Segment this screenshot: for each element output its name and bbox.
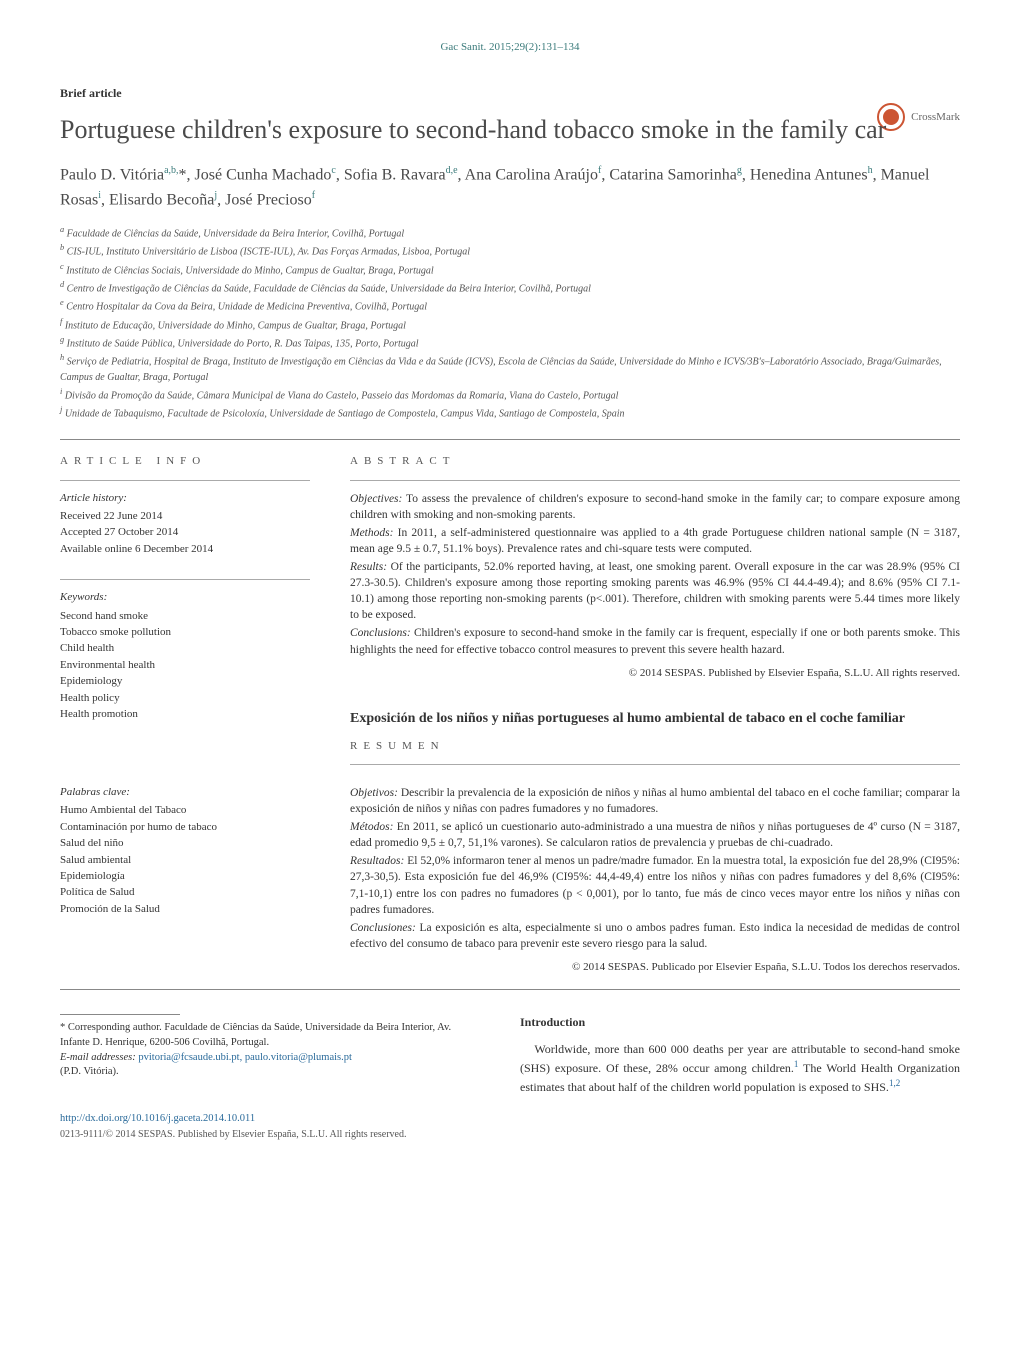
keywords-label: Keywords:	[60, 590, 310, 605]
journal-reference: Gac Sanit. 2015;29(2):131–134	[60, 40, 960, 55]
article-type: Brief article	[60, 85, 960, 102]
keyword-item: Health policy	[60, 691, 310, 706]
email-label: E-mail addresses:	[60, 1052, 136, 1063]
article-title: Portuguese children's exposure to second…	[60, 114, 960, 145]
resumen-part: Métodos: En 2011, se aplicó un cuestiona…	[350, 819, 960, 851]
affiliation-item: b CIS-IUL, Instituto Universitário de Li…	[60, 242, 960, 259]
crossmark-badge[interactable]: CrossMark	[877, 103, 960, 131]
email-owner: (P.D. Vitória).	[60, 1065, 480, 1080]
authors-list: Paulo D. Vitóriaa,b,*, José Cunha Machad…	[60, 163, 960, 212]
divider	[60, 579, 310, 580]
affiliation-item: j Unidade de Tabaquismo, Facultade de Ps…	[60, 404, 960, 421]
abstract-part: Conclusions: Children's exposure to seco…	[350, 625, 960, 657]
abstract-part: Objectives: To assess the prevalence of …	[350, 491, 960, 523]
history-item: Accepted 27 October 2014	[60, 525, 310, 540]
resumen-copyright: © 2014 SESPAS. Publicado por Elsevier Es…	[350, 960, 960, 975]
abstract-copyright: © 2014 SESPAS. Published by Elsevier Esp…	[350, 666, 960, 681]
divider	[350, 764, 960, 765]
abstract-part: Results: Of the participants, 52.0% repo…	[350, 559, 960, 623]
spanish-title: Exposición de los niños y niñas portugue…	[350, 709, 960, 729]
resumen-part: Conclusiones: La exposición es alta, esp…	[350, 920, 960, 952]
affiliations-list: a Faculdade de Ciências da Saúde, Univer…	[60, 224, 960, 421]
palabra-clave-item: Humo Ambiental del Tabaco	[60, 803, 310, 818]
abstract-heading: ABSTRACT	[350, 454, 960, 469]
affiliation-item: h Serviço de Pediatria, Hospital de Brag…	[60, 352, 960, 384]
history-item: Received 22 June 2014	[60, 509, 310, 524]
keyword-item: Tobacco smoke pollution	[60, 625, 310, 640]
resumen-heading: RESUMEN	[350, 739, 960, 754]
divider	[350, 480, 960, 481]
affiliation-item: d Centro de Investigação de Ciências da …	[60, 279, 960, 296]
affiliation-item: f Instituto de Educação, Universidade do…	[60, 316, 960, 333]
keyword-item: Environmental health	[60, 658, 310, 673]
palabra-clave-item: Promoción de la Salud	[60, 902, 310, 917]
divider	[60, 439, 960, 440]
divider	[60, 989, 960, 990]
abstract-body: Objectives: To assess the prevalence of …	[350, 491, 960, 658]
doi-link[interactable]: http://dx.doi.org/10.1016/j.gaceta.2014.…	[60, 1113, 255, 1124]
affiliation-item: i Divisão da Promoção da Saúde, Câmara M…	[60, 386, 960, 403]
corr-author-text: * Corresponding author. Faculdade de Ciê…	[60, 1021, 480, 1050]
keyword-item: Child health	[60, 641, 310, 656]
footnote-divider	[60, 1014, 180, 1015]
history-item: Available online 6 December 2014	[60, 542, 310, 557]
palabra-clave-item: Política de Salud	[60, 885, 310, 900]
author-email-link[interactable]: pvitoria@fcsaude.ubi.pt, paulo.vitoria@p…	[138, 1052, 352, 1063]
palabra-clave-item: Contaminación por humo de tabaco	[60, 820, 310, 835]
resumen-body: Objetivos: Describir la prevalencia de l…	[350, 785, 960, 952]
affiliation-item: c Instituto de Ciências Sociais, Univers…	[60, 261, 960, 278]
keyword-item: Health promotion	[60, 707, 310, 722]
affiliation-item: g Instituto de Saúde Pública, Universida…	[60, 334, 960, 351]
article-history-label: Article history:	[60, 491, 310, 506]
introduction-heading: Introduction	[520, 1014, 960, 1031]
affiliation-item: e Centro Hospitalar da Cova da Beira, Un…	[60, 297, 960, 314]
corresponding-author-footnote: * Corresponding author. Faculdade de Ciê…	[60, 1021, 480, 1080]
palabras-clave-label: Palabras clave:	[60, 785, 310, 800]
palabra-clave-item: Epidemiología	[60, 869, 310, 884]
keyword-item: Epidemiology	[60, 674, 310, 689]
divider	[60, 480, 310, 481]
resumen-part: Objetivos: Describir la prevalencia de l…	[350, 785, 960, 817]
palabra-clave-item: Salud del niño	[60, 836, 310, 851]
resumen-part: Resultados: El 52,0% informaron tener al…	[350, 853, 960, 917]
keyword-item: Second hand smoke	[60, 609, 310, 624]
affiliation-item: a Faculdade de Ciências da Saúde, Univer…	[60, 224, 960, 241]
palabra-clave-item: Salud ambiental	[60, 853, 310, 868]
crossmark-label: CrossMark	[911, 110, 960, 125]
abstract-part: Methods: In 2011, a self-administered qu…	[350, 525, 960, 557]
article-info-heading: ARTICLE INFO	[60, 454, 310, 469]
issn-copyright: 0213-9111/© 2014 SESPAS. Published by El…	[60, 1128, 960, 1142]
introduction-body: Worldwide, more than 600 000 deaths per …	[520, 1041, 960, 1095]
